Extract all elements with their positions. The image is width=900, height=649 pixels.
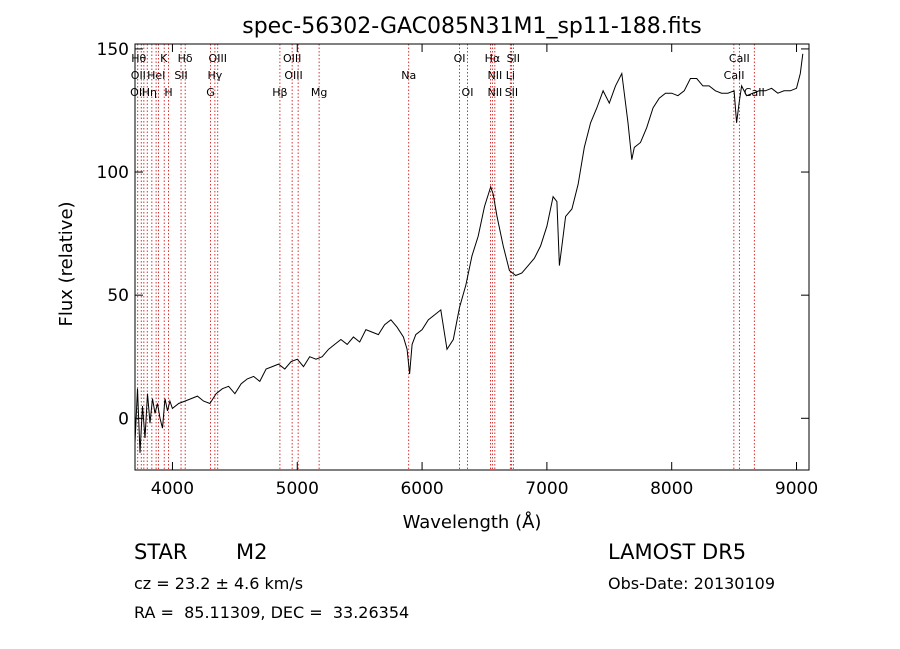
chart-title: spec-56302-GAC085N31M1_sp11-188.fits (242, 14, 702, 39)
y-tick-label: 0 (118, 409, 129, 429)
y-axis-label: Flux (relative) (56, 201, 77, 326)
line-marker-label: SII (174, 69, 187, 82)
line-marker-label: Hδ (178, 52, 193, 65)
object-subclass: M2 (236, 540, 268, 564)
redshift-velocity: cz = 23.2 ± 4.6 km/s (134, 574, 304, 593)
line-marker-label: NII (487, 69, 502, 82)
line-marker-label: OI (454, 52, 466, 65)
y-axis-ticks: 0 50 100 150 (97, 40, 809, 429)
line-marker-label: Hθ (131, 52, 146, 65)
line-marker-label: OII (130, 86, 145, 99)
line-marker-label: SII (505, 86, 518, 99)
survey-name: LAMOST DR5 (608, 540, 747, 564)
line-marker-label: Li (506, 69, 515, 82)
line-marker-label: H (164, 86, 172, 99)
line-marker-label: Hα (485, 52, 501, 65)
x-tick-label: 5000 (276, 479, 319, 499)
x-tick-label: 8000 (650, 479, 693, 499)
x-tick-label: 9000 (775, 479, 818, 499)
y-tick-label: 100 (97, 163, 129, 183)
x-tick-label: 7000 (525, 479, 568, 499)
x-tick-label: 4000 (151, 479, 194, 499)
line-marker-label: OI (462, 86, 474, 99)
emission-line-labels: Hθ K Hδ OIII OIII OI Hα SII CaII OII HeI SII Hγ OIII N… (130, 52, 765, 99)
line-marker-label: CaII (724, 69, 745, 82)
line-marker-label: OIII (209, 52, 227, 65)
spectrum-line (134, 53, 804, 453)
line-marker-label: Na (401, 69, 416, 82)
plot-frame (134, 43, 810, 471)
line-marker-label: NII (487, 86, 502, 99)
line-marker-label: SII (507, 52, 520, 65)
observation-date: Obs-Date: 20130109 (608, 574, 776, 593)
emission-line-markers (137, 44, 755, 470)
x-axis-label: Wavelength (Å) (403, 511, 542, 533)
line-marker-label: G (206, 86, 215, 99)
line-marker-label: OII (131, 69, 146, 82)
x-tick-label: 6000 (400, 479, 443, 499)
y-tick-label: 50 (107, 286, 129, 306)
line-marker-label: CaII (729, 52, 750, 65)
line-marker-label: OIII (284, 69, 302, 82)
line-marker-label: Hγ (207, 69, 222, 82)
x-axis-ticks: 4000 5000 6000 7000 8000 9000 (151, 44, 818, 499)
y-tick-label: 150 (97, 40, 129, 60)
coordinates: RA = 85.11309, DEC = 33.26354 (134, 603, 410, 622)
line-marker-label: Hη (142, 86, 157, 99)
line-marker-label: Hβ (272, 86, 287, 99)
object-type: STAR (134, 540, 188, 564)
line-marker-label: K (160, 52, 168, 65)
line-marker-label: Mg (311, 86, 327, 99)
line-marker-label: OIII (283, 52, 301, 65)
line-marker-label: HeI (147, 69, 165, 82)
